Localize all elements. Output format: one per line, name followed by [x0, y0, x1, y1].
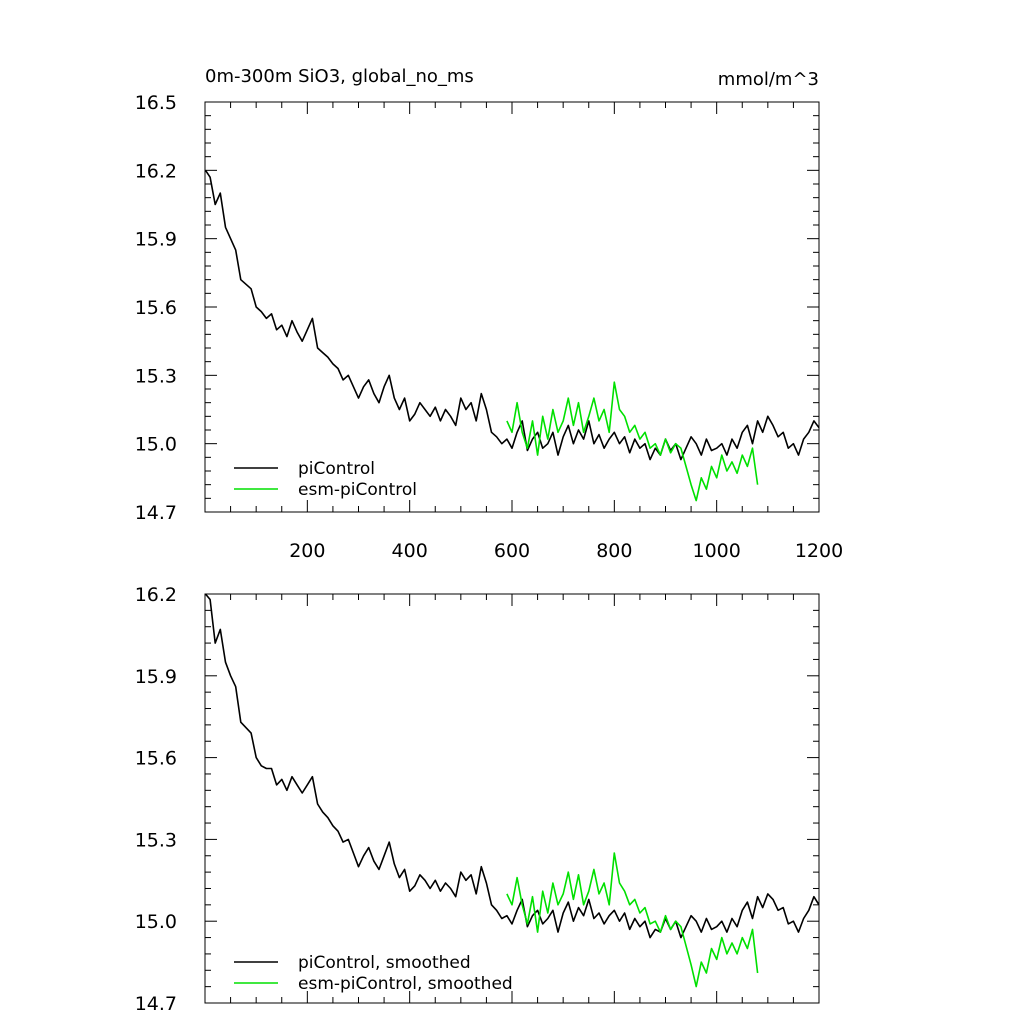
series-line-esm-picontrol [506, 381, 759, 502]
y-tick-label: 15.6 [135, 748, 177, 770]
chart-panel-1: 14.7 15.0 15.3 15.6 15.9 16.2 16.5 200 400 600 800… [135, 66, 843, 562]
y-tick-label: 15.0 [135, 434, 177, 456]
units-label: mmol/m^3 [718, 69, 819, 90]
series-line-picontrol [204, 169, 820, 461]
x-tick-label: 600 [494, 540, 530, 562]
series-line-esm-picontrol [506, 852, 759, 988]
y-tick-label: 14.7 [135, 502, 177, 524]
x-tick-label: 800 [596, 540, 632, 562]
legend-label: esm-piControl, smoothed [298, 974, 513, 994]
y-tick-label: 15.0 [135, 911, 177, 933]
chart-title: 0m-300m SiO3, global_no_ms [205, 66, 474, 87]
x-tick-label: 200 [289, 540, 325, 562]
series-line-picontrol [204, 593, 820, 939]
y-tick-label: 16.2 [135, 160, 177, 182]
y-tick-label: 16.5 [135, 92, 177, 114]
y-tick-label: 15.3 [135, 365, 177, 387]
y-tick-label: 16.2 [135, 584, 177, 606]
x-tick-label: 400 [392, 540, 428, 562]
legend-label: piControl [298, 459, 375, 479]
legend-label: piControl, smoothed [298, 953, 471, 973]
y-tick-label: 15.9 [135, 666, 177, 688]
y-tick-label: 15.9 [135, 229, 177, 251]
chart-panel-2: 14.7 15.0 15.3 15.6 15.9 16.2 piControl, smoot… [135, 584, 820, 1015]
x-tick-label: 1000 [692, 540, 740, 562]
plot-frame [204, 101, 820, 513]
legend-label: esm-piControl [298, 480, 417, 500]
y-tick-label: 14.7 [135, 993, 177, 1015]
y-tick-label: 15.3 [135, 829, 177, 851]
x-tick-label: 1200 [795, 540, 843, 562]
y-tick-label: 15.6 [135, 297, 177, 319]
plot-frame [204, 593, 820, 1004]
